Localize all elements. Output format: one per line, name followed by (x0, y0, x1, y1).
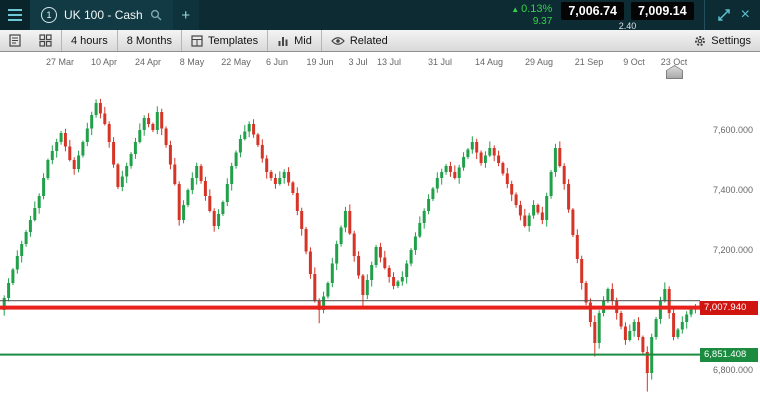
header-bar: 1 UK 100 - Cash + ▲ 0.13% 9.37 7,006.74 7… (0, 0, 760, 31)
x-axis-label: 19 Jun (306, 57, 334, 67)
current-price-line[interactable] (0, 305, 700, 310)
latest-marker-icon[interactable] (666, 65, 683, 79)
change-percent: ▲ 0.13% (511, 2, 553, 15)
instrument-tab[interactable]: 1 UK 100 - Cash (30, 0, 173, 30)
related-button[interactable]: Related (322, 30, 397, 51)
x-axis-label: 13 Jul (376, 57, 402, 67)
add-tab-button[interactable]: + (172, 0, 199, 30)
settings-label: Settings (711, 34, 751, 47)
x-axis-label: 31 Jul (427, 57, 453, 67)
chart-area[interactable]: 7,007.940 6,851.408 7,600.000 7,400.000 7,20… (0, 52, 760, 418)
bars-icon (278, 36, 288, 46)
menu-button[interactable] (0, 0, 30, 30)
x-axis-label: 3 Jul (348, 57, 368, 67)
templates-label: Templates (207, 34, 259, 47)
toolbar-separator (61, 30, 62, 51)
x-axis-label: 10 Apr (90, 57, 118, 67)
x-axis-label: 6 Jun (265, 57, 289, 67)
related-label: Related (349, 34, 388, 47)
instrument-title: UK 100 - Cash (64, 8, 143, 22)
candlestick-series (2, 98, 702, 392)
toolbar-separator (267, 30, 269, 51)
support-level-line[interactable] (0, 353, 700, 356)
x-axis-label: 9 Oct (623, 57, 645, 67)
templates-icon (191, 34, 203, 47)
hamburger-icon (8, 9, 22, 11)
x-axis-label: 24 Apr (134, 57, 162, 67)
close-icon[interactable]: × (740, 6, 750, 23)
interval-dropdown[interactable]: 4 hours (71, 34, 108, 47)
instrument-number-badge: 1 (41, 7, 57, 23)
price-type-dropdown[interactable]: Mid (268, 30, 321, 51)
y-axis-label: 7,400.000 (712, 185, 753, 195)
x-axis-label: 14 Aug (474, 57, 504, 67)
expand-icon[interactable] (717, 8, 731, 22)
y-axis-label: 6,800.000 (712, 365, 753, 375)
layout-grid-button[interactable] (30, 30, 61, 51)
search-icon[interactable] (150, 9, 162, 21)
change-indicator: ▲ 0.13% 9.37 (511, 0, 552, 30)
settings-button[interactable]: Settings (685, 30, 760, 51)
document-icon (9, 34, 21, 47)
eye-icon (331, 36, 345, 45)
range-dropdown[interactable]: 8 Months (126, 34, 172, 47)
up-triangle-icon: ▲ (511, 4, 520, 14)
change-points: 9.37 (532, 15, 553, 27)
price-buttons: 7,006.74 7,009.14 2.40 (561, 0, 694, 31)
chart-toolbar: 4 hours 8 Months Templates Mid (0, 30, 760, 52)
x-axis-label: 22 May (221, 57, 251, 67)
document-button[interactable] (0, 30, 30, 51)
gear-icon (695, 35, 706, 46)
layout-grid-icon (39, 34, 52, 47)
x-axis-label: 29 Aug (524, 57, 554, 67)
toolbar-separator (320, 30, 322, 51)
toolbar-separator (116, 30, 118, 51)
sell-price-button[interactable]: 7,006.74 (561, 2, 624, 20)
buy-price-button[interactable]: 7,009.14 (630, 2, 694, 20)
price-chart-canvas[interactable] (0, 52, 760, 418)
current-price-label: 7,007.940 (700, 301, 758, 315)
y-axis-label: 7,600.000 (712, 125, 753, 135)
trend-level-line[interactable] (0, 300, 700, 302)
x-axis-label: 23 Oct (660, 57, 688, 67)
x-axis-label: 27 Mar (45, 57, 74, 67)
header-spacer (199, 0, 511, 30)
support-level-label: 6,851.408 (700, 348, 758, 362)
y-axis-label: 7,200.000 (712, 245, 753, 255)
toolbar-separator (180, 30, 182, 51)
spread-value: 2.40 (618, 21, 637, 31)
price-type-label: Mid (294, 34, 312, 47)
templates-button[interactable]: Templates (182, 30, 267, 51)
x-axis-label: 21 Sep (574, 57, 604, 67)
x-axis-label: 8 May (179, 57, 205, 67)
